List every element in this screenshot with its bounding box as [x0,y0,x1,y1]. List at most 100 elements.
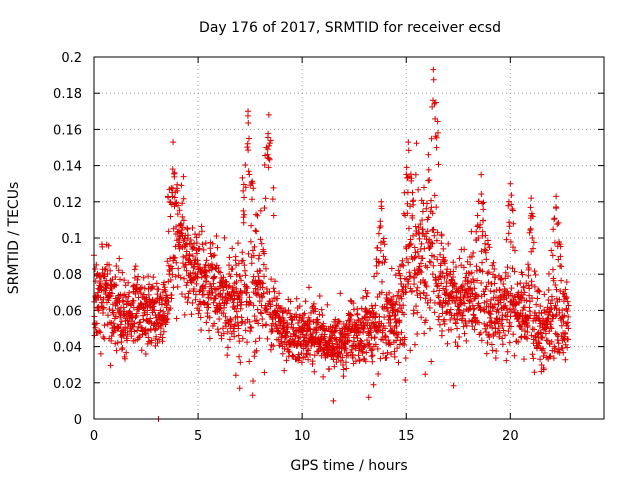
data-point [554,336,561,343]
data-point [227,273,234,280]
data-point [456,334,463,341]
data-point [502,269,509,276]
data-point [203,319,210,326]
data-point [565,325,572,332]
data-point [418,269,425,276]
data-point [91,332,98,339]
data-point [480,199,487,206]
data-point [363,313,370,320]
data-point [553,205,560,212]
data-point [564,308,571,315]
data-point [549,296,556,303]
data-point [548,338,555,345]
data-point [245,147,252,154]
data-point [532,337,539,344]
data-point [538,347,545,354]
data-point [526,285,533,292]
data-point [427,297,434,304]
data-point [529,245,536,252]
data-point [461,300,468,307]
data-point [430,76,437,83]
y-tick-label: 0.16 [53,123,82,138]
data-point [249,247,256,254]
data-point [180,253,187,260]
data-point [274,308,281,315]
data-point [188,311,195,318]
data-point [326,365,333,372]
data-point [429,271,436,278]
y-tick-label: 0.2 [61,51,82,66]
data-point [137,319,144,326]
data-point [339,354,346,361]
data-point [445,301,452,308]
data-point [417,221,424,228]
data-point [386,289,393,296]
data-point [333,323,340,330]
data-point [538,310,545,317]
data-point [182,241,189,248]
data-point [542,330,549,337]
data-point [382,333,389,340]
data-point [145,291,152,298]
data-point [328,335,335,342]
data-point [180,173,187,180]
data-point [475,300,482,307]
data-point [509,207,516,214]
data-point [238,314,245,321]
data-point [471,326,478,333]
data-point [477,330,484,337]
data-point [526,229,533,236]
data-point [448,326,455,333]
data-point [494,306,501,313]
data-point [196,288,203,295]
data-point [215,268,222,275]
data-point [428,135,435,142]
data-point [506,339,513,346]
data-point [435,294,442,301]
data-point [257,207,264,214]
data-point [496,333,503,340]
data-point [489,347,496,354]
data-point [192,296,199,303]
data-point [261,161,268,168]
data-point [237,289,244,296]
data-point [164,294,171,301]
data-point [556,309,563,316]
data-point [235,240,242,247]
data-point [417,294,424,301]
data-point [151,307,158,314]
data-point [113,347,120,354]
x-axis-title: GPS time / hours [290,458,407,474]
data-point [533,301,540,308]
data-point [153,333,160,340]
data-point [266,156,273,163]
data-point [425,214,432,221]
data-point [249,392,256,399]
data-point [359,294,366,301]
data-point [242,272,249,279]
data-point [320,320,327,327]
data-point [189,224,196,231]
data-point [433,144,440,151]
data-point [240,187,247,194]
data-point [181,235,188,242]
data-point [136,332,143,339]
data-point [478,191,485,198]
data-point [149,284,156,291]
data-point [170,284,177,291]
data-point [380,235,387,242]
data-point [248,222,255,229]
data-point [406,242,413,249]
data-point [256,335,263,342]
data-point [551,216,558,223]
data-point [113,263,120,270]
data-point [209,240,216,247]
data-point [264,146,271,153]
data-point [503,305,510,312]
data-point [530,355,537,362]
data-point [547,324,554,331]
data-point [304,351,311,358]
data-point [427,325,434,332]
y-tick-label: 0.06 [53,304,82,319]
data-point [564,298,571,305]
